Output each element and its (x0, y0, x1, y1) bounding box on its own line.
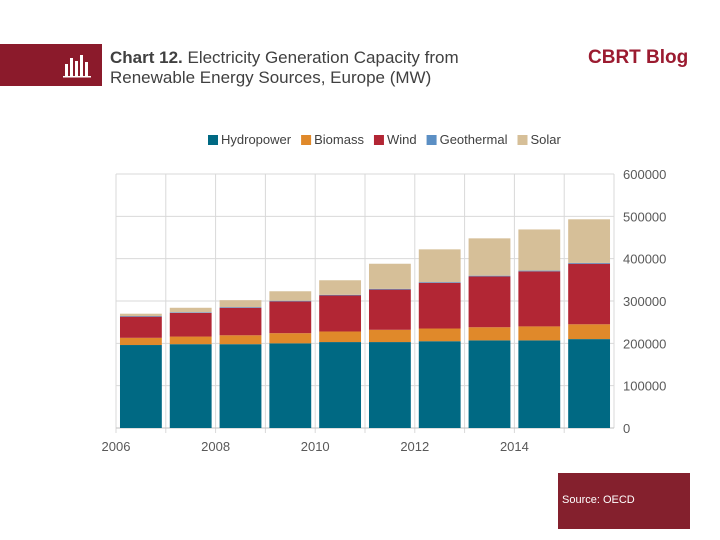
bar-solar-2008 (219, 300, 262, 308)
bar-geothermal-2012 (418, 282, 461, 283)
x-tick-label: 2006 (102, 439, 131, 454)
legend-swatch-geothermal (426, 135, 437, 145)
bar-biomass-2014 (518, 326, 561, 341)
y-tick-label: 100000 (623, 379, 666, 394)
source-box (558, 473, 690, 529)
bar-geothermal-2008 (219, 307, 262, 308)
y-tick-label: 300000 (623, 294, 666, 309)
bar-wind-2007 (169, 312, 212, 337)
bar-hydropower-2014 (518, 340, 561, 428)
bar-geothermal-2010 (319, 294, 362, 296)
bar-wind-2010 (319, 295, 362, 332)
bar-geothermal-2007 (169, 312, 212, 313)
bar-wind-2006 (119, 316, 162, 338)
legend-label-hydropower: Hydropower (221, 132, 292, 147)
bar-hydropower-2011 (368, 342, 411, 428)
bar-wind-2014 (518, 271, 561, 327)
x-tick-label: 2008 (201, 439, 230, 454)
y-tick-label: 0 (623, 421, 630, 436)
source-label: Source: OECD (562, 494, 635, 506)
legend-swatch-solar (517, 135, 528, 145)
bar-biomass-2011 (368, 329, 411, 343)
y-tick-label: 400000 (623, 252, 666, 267)
bar-hydropower-2015 (568, 339, 611, 428)
bar-wind-2015 (568, 263, 611, 325)
chart-title-text: Electricity Generation Capacity from Ren… (110, 48, 459, 87)
bar-biomass-2013 (468, 327, 511, 341)
bar-biomass-2007 (169, 336, 212, 345)
legend-label-solar: Solar (531, 132, 562, 147)
legend-swatch-biomass (301, 135, 312, 145)
bar-biomass-2006 (119, 337, 162, 346)
legend-swatch-wind (373, 135, 384, 145)
bar-biomass-2008 (219, 335, 262, 345)
bar-geothermal-2013 (468, 275, 511, 277)
brand-label: CBRT Blog (588, 47, 689, 68)
bar-solar-2012 (418, 249, 461, 283)
x-tick-label: 2012 (400, 439, 429, 454)
bar-geothermal-2009 (269, 300, 312, 302)
bar-solar-2015 (568, 219, 611, 263)
bar-chart-icon (63, 55, 91, 78)
bar-geothermal-2014 (518, 270, 561, 272)
x-tick-label: 2014 (500, 439, 529, 454)
bar-solar-2009 (269, 291, 312, 301)
bar-hydropower-2008 (219, 344, 262, 428)
bar-geothermal-2006 (119, 316, 162, 317)
bar-wind-2009 (269, 301, 312, 334)
bar-wind-2008 (219, 307, 262, 336)
bar-geothermal-2011 (368, 288, 411, 290)
bar-wind-2011 (368, 289, 411, 330)
legend-swatch-hydropower (208, 135, 218, 145)
legend-label-geothermal: Geothermal (440, 132, 508, 147)
bar-hydropower-2006 (119, 345, 162, 428)
bar-solar-2014 (518, 229, 561, 271)
bar-biomass-2010 (319, 331, 362, 343)
y-tick-label: 200000 (623, 336, 666, 351)
bar-biomass-2009 (269, 333, 312, 344)
chart-title-number: Chart 12. (110, 48, 183, 67)
bar-solar-2010 (319, 280, 362, 295)
bar-wind-2013 (468, 276, 511, 328)
legend-label-biomass: Biomass (314, 132, 364, 147)
bar-geothermal-2015 (568, 262, 611, 264)
bar-biomass-2012 (418, 328, 461, 342)
bar-solar-2013 (468, 238, 511, 276)
bar-hydropower-2010 (319, 342, 362, 428)
bar-hydropower-2009 (269, 343, 312, 428)
legend-label-wind: Wind (387, 132, 417, 147)
bar-hydropower-2012 (418, 341, 461, 428)
y-tick-label: 600000 (623, 167, 666, 182)
bar-solar-2007 (169, 307, 212, 313)
chart-title: Chart 12. Electricity Generation Capacit… (110, 48, 510, 88)
bar-hydropower-2007 (169, 344, 212, 428)
bar-hydropower-2013 (468, 340, 511, 428)
bar-solar-2011 (368, 263, 411, 289)
bar-solar-2006 (119, 313, 162, 317)
bar-wind-2012 (418, 282, 461, 329)
y-tick-label: 500000 (623, 209, 666, 224)
bar-biomass-2015 (568, 324, 611, 340)
x-tick-label: 2010 (301, 439, 330, 454)
